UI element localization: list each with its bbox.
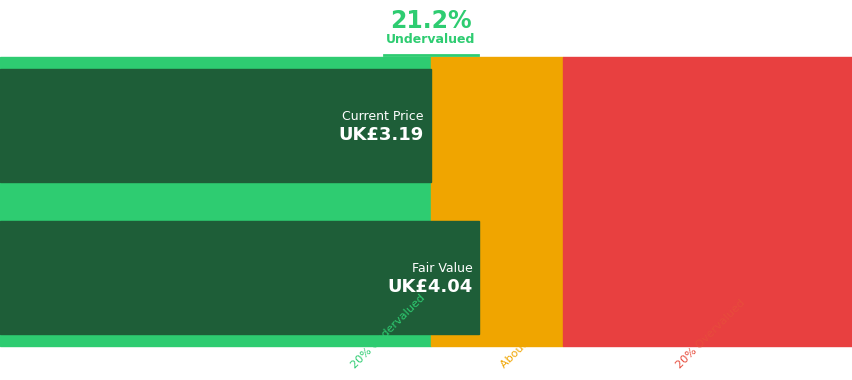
- Text: 20% Undervalued: 20% Undervalued: [349, 292, 427, 370]
- Text: Fair Value: Fair Value: [412, 263, 472, 276]
- Text: UK£3.19: UK£3.19: [338, 126, 423, 144]
- Text: About Right: About Right: [498, 316, 552, 370]
- Bar: [0, 68, 430, 182]
- Text: Current Price: Current Price: [342, 110, 423, 123]
- Bar: [0, 57, 430, 346]
- Text: UK£4.04: UK£4.04: [387, 278, 472, 296]
- Bar: [430, 57, 562, 346]
- Bar: [0, 221, 479, 334]
- Bar: [562, 57, 852, 346]
- Text: 20% Overvalued: 20% Overvalued: [673, 297, 746, 370]
- Text: 21.2%: 21.2%: [389, 9, 471, 33]
- Text: Undervalued: Undervalued: [386, 33, 475, 46]
